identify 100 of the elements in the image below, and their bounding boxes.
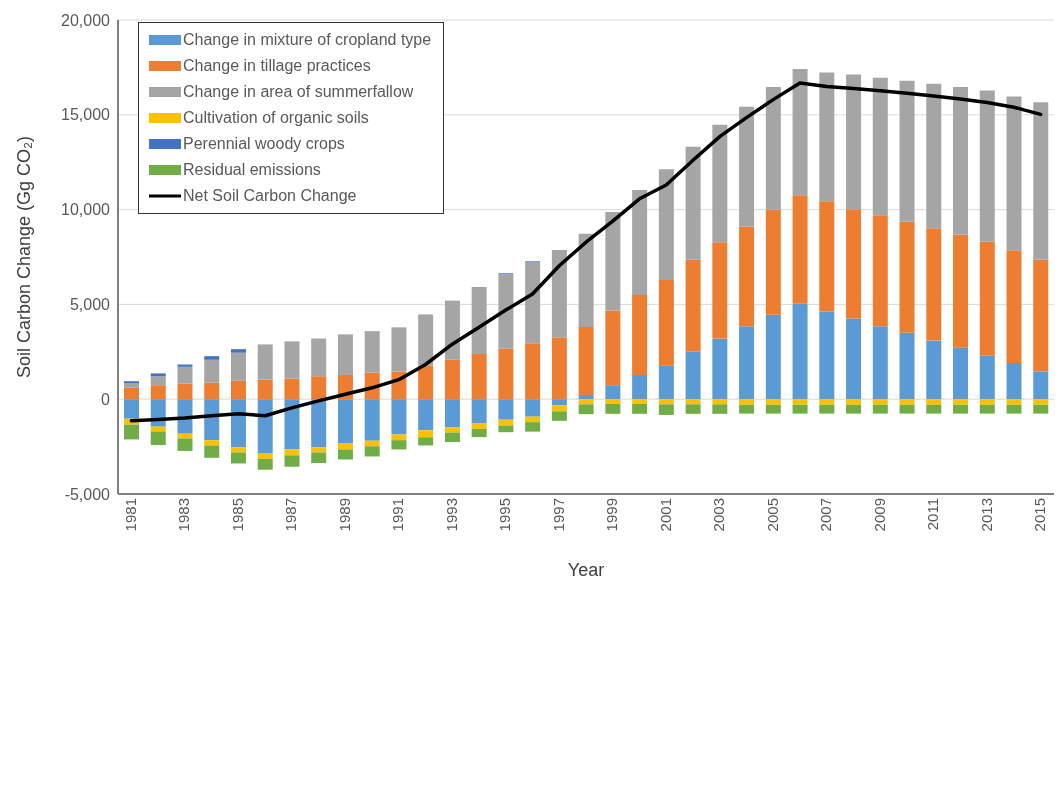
bar — [846, 399, 862, 405]
bar — [926, 228, 942, 341]
bar — [364, 440, 380, 447]
bar — [1006, 404, 1022, 414]
bar — [819, 404, 835, 414]
bar — [712, 242, 728, 339]
x-tick-label: 1991 — [389, 498, 407, 532]
bar — [926, 83, 942, 229]
bar — [444, 359, 460, 400]
bar — [658, 169, 674, 280]
bar — [658, 279, 674, 366]
bar — [551, 337, 567, 400]
bar — [605, 385, 621, 400]
bar — [899, 404, 915, 414]
bar — [712, 338, 728, 400]
bar — [953, 404, 969, 414]
bar — [177, 399, 193, 434]
bar — [899, 80, 915, 222]
bar — [418, 430, 434, 438]
legend-label: Change in mixture of cropland type — [183, 31, 432, 49]
y-tick-label: 5,000 — [69, 296, 111, 314]
y-tick-label: -5,000 — [64, 485, 111, 503]
x-tick-label: 1981 — [122, 498, 140, 532]
bar — [284, 399, 300, 450]
bar — [551, 405, 567, 412]
bar — [444, 432, 460, 443]
bar — [311, 447, 327, 453]
bar — [284, 449, 300, 456]
bar — [471, 353, 487, 400]
x-tick-label: 1993 — [442, 498, 460, 532]
bar — [819, 311, 835, 400]
bar — [632, 189, 648, 296]
x-tick-label: 2007 — [817, 498, 835, 532]
bar — [337, 334, 353, 375]
bar — [498, 419, 514, 426]
bar — [1006, 250, 1022, 363]
bar — [953, 87, 969, 235]
legend-label: Residual emissions — [183, 161, 321, 179]
legend-label: Perennial woody crops — [183, 135, 345, 153]
bar — [311, 452, 327, 464]
bar — [1033, 102, 1049, 260]
bar — [712, 404, 728, 414]
bar — [872, 77, 888, 216]
bar — [1033, 399, 1049, 405]
bar — [765, 399, 781, 405]
bar — [284, 341, 300, 379]
bar — [899, 332, 915, 400]
bar — [685, 146, 701, 260]
bar — [1006, 362, 1022, 400]
bar — [792, 303, 808, 400]
bar — [230, 352, 246, 381]
bar — [979, 90, 995, 242]
bar — [204, 356, 220, 360]
bar — [765, 209, 781, 315]
bar — [177, 383, 193, 400]
bar — [204, 440, 220, 446]
bar — [979, 355, 995, 400]
bar — [658, 399, 674, 405]
bar — [498, 425, 514, 433]
legend-label: Change in tillage practices — [183, 57, 371, 75]
bar — [765, 314, 781, 400]
bar — [204, 399, 220, 441]
bar — [658, 365, 674, 400]
bar — [525, 422, 541, 432]
bar — [230, 380, 246, 400]
bar — [525, 262, 541, 344]
legend-label: Cultivation of organic soils — [183, 109, 369, 127]
bar — [444, 427, 460, 433]
bar — [525, 399, 541, 417]
bar — [257, 458, 273, 470]
x-tick-label: 2009 — [870, 498, 888, 532]
legend-label: Net Soil Carbon Change — [183, 187, 357, 205]
x-tick-label: 1989 — [335, 498, 353, 532]
bar — [391, 327, 407, 372]
bar — [979, 404, 995, 414]
x-tick-label: 1987 — [282, 498, 300, 532]
bar — [685, 351, 701, 400]
x-axis-title: Year — [567, 560, 605, 580]
x-tick-label: 2003 — [710, 498, 728, 532]
bar — [739, 226, 755, 327]
bar — [578, 399, 594, 405]
bar — [979, 241, 995, 356]
bar — [498, 274, 514, 349]
bar — [204, 445, 220, 458]
bar — [418, 365, 434, 400]
bar — [765, 87, 781, 210]
bar — [498, 348, 514, 400]
bar — [605, 310, 621, 386]
bar — [739, 326, 755, 400]
bar — [765, 404, 781, 414]
bar — [391, 434, 407, 441]
bar — [124, 387, 139, 400]
bar — [418, 437, 434, 446]
bar — [204, 359, 220, 383]
bar — [230, 447, 246, 453]
legend-label: Change in area of summerfallow — [183, 83, 414, 101]
bar — [418, 314, 434, 366]
bar — [605, 399, 621, 404]
bar — [819, 72, 835, 202]
bar — [712, 124, 728, 243]
